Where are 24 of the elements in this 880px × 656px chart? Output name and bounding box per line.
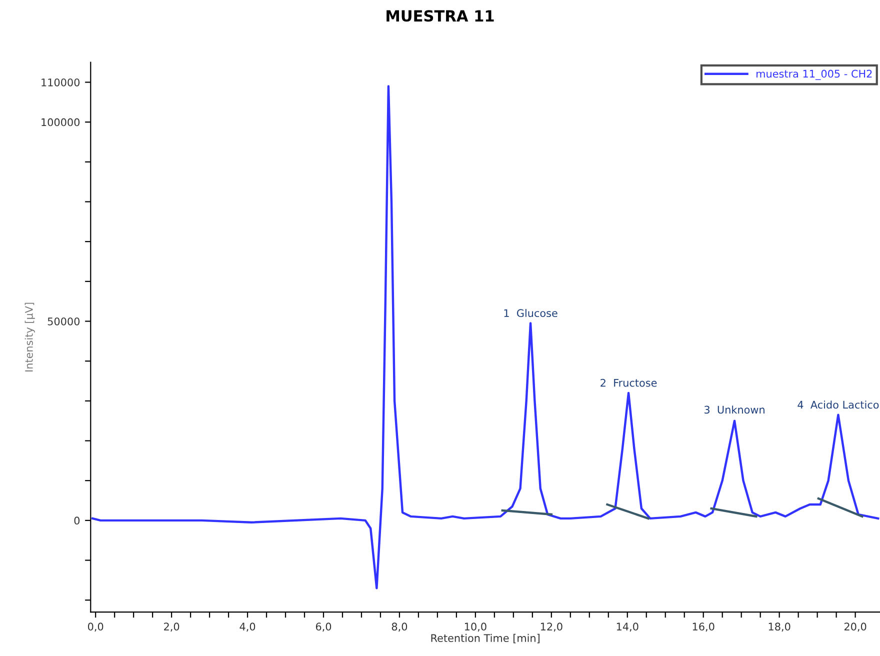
chart-title: MUESTRA 11	[386, 10, 494, 22]
line-series	[91, 85, 880, 590]
y-axis-title: Intensity [µV]	[24, 302, 35, 372]
x-tick-label: 0,0	[88, 622, 104, 632]
x-axis-title: Retention Time [min]	[431, 634, 540, 644]
x-tick-label: 18,0	[768, 622, 790, 632]
annotation: 3 Unknown	[704, 406, 764, 414]
x-tick-label: 20,0	[844, 622, 866, 632]
legend-label: muestra 11_005 - CH2	[756, 70, 872, 80]
y-tick-label: 110000	[42, 78, 80, 86]
y-tick-label: 0	[74, 516, 80, 525]
x-tick-label: 4,0	[240, 622, 256, 632]
x-tick-label: 8,0	[392, 622, 408, 632]
x-tick-label: 12,0	[540, 622, 562, 632]
x-tick-label: 16,0	[692, 622, 714, 632]
annotation: 1 Glucose	[504, 308, 558, 318]
x-tick-label: 6,0	[316, 622, 332, 632]
y-tick-label: 100000	[42, 118, 80, 126]
x-tick-label: 2,0	[164, 622, 180, 632]
y-tick-label: 50000	[48, 317, 80, 326]
x-tick-label: 10,0	[464, 622, 486, 632]
annotation: 4 Acido Lactico	[798, 400, 879, 409]
annotation: 2 Fructose	[600, 378, 657, 387]
x-tick-label: 14,0	[616, 622, 638, 632]
